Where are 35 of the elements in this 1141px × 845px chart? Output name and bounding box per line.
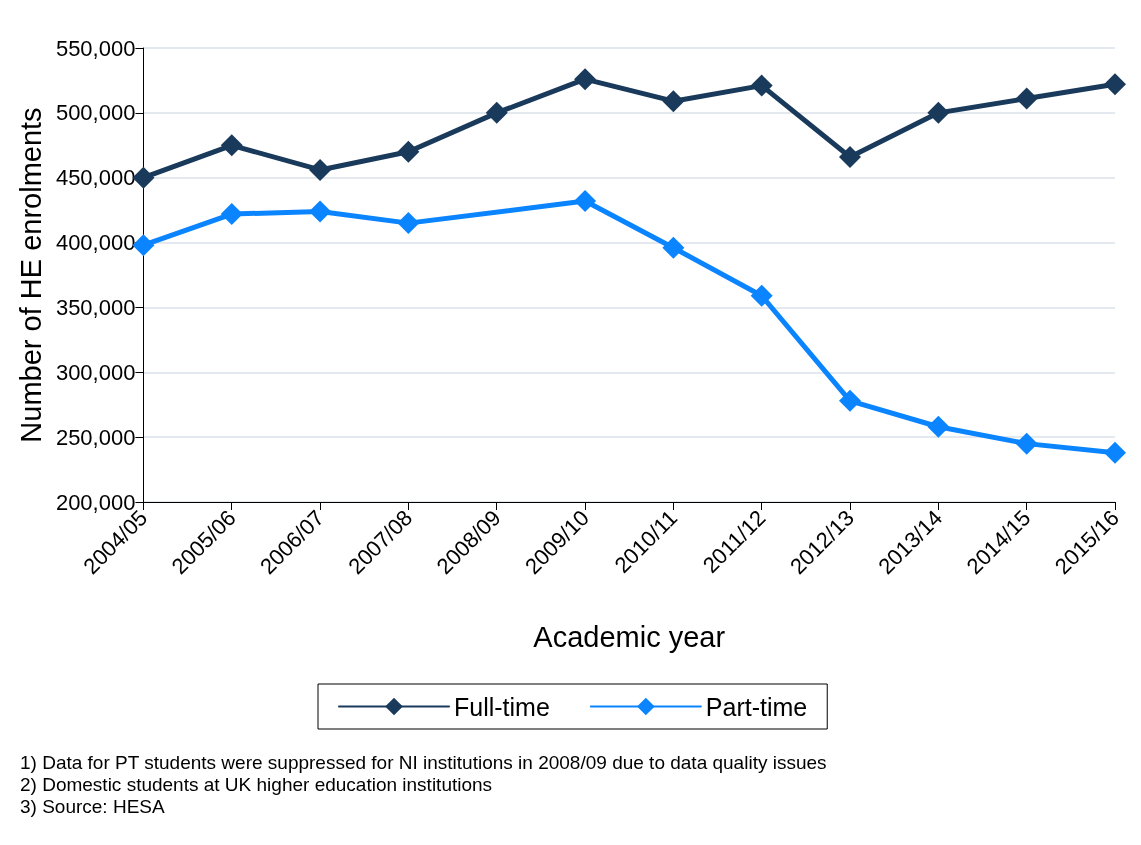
point [574, 68, 597, 91]
point [750, 284, 773, 307]
legend-label: Part-time [705, 692, 808, 721]
point [839, 389, 862, 412]
point [574, 190, 597, 213]
y-tick-label: 400,000 [55, 230, 136, 256]
point [662, 236, 685, 259]
point [662, 90, 685, 113]
point [1015, 87, 1038, 110]
point [220, 203, 243, 226]
point [839, 145, 862, 168]
point [309, 158, 332, 181]
point [397, 212, 420, 235]
text: 1) Data for PT students were suppressed for NI institutions in 2008/09 due to data quality issues [20, 752, 827, 773]
point [485, 101, 508, 124]
point [927, 415, 950, 438]
y-tick-label: 350,000 [55, 294, 136, 320]
text: 3) Source: HESA [20, 796, 165, 817]
point [750, 74, 773, 97]
y-tick-label: 450,000 [55, 165, 136, 191]
legend-label: Full-time [454, 692, 550, 721]
point [1104, 441, 1126, 464]
point [1104, 73, 1126, 96]
point [927, 101, 950, 124]
x-axis-title: Academic year [533, 620, 726, 653]
point [1015, 432, 1038, 455]
text: 2) Domestic students at UK higher education institutions [20, 774, 493, 795]
y-tick-label: 250,000 [55, 424, 136, 450]
y-tick-label: 550,000 [55, 35, 136, 61]
y-axis-title: Number of HE enrolments [14, 107, 47, 443]
point [220, 134, 243, 157]
y-tick-label: 500,000 [55, 100, 136, 126]
point [397, 140, 420, 163]
point [309, 200, 332, 223]
y-tick-label: 300,000 [55, 359, 136, 385]
